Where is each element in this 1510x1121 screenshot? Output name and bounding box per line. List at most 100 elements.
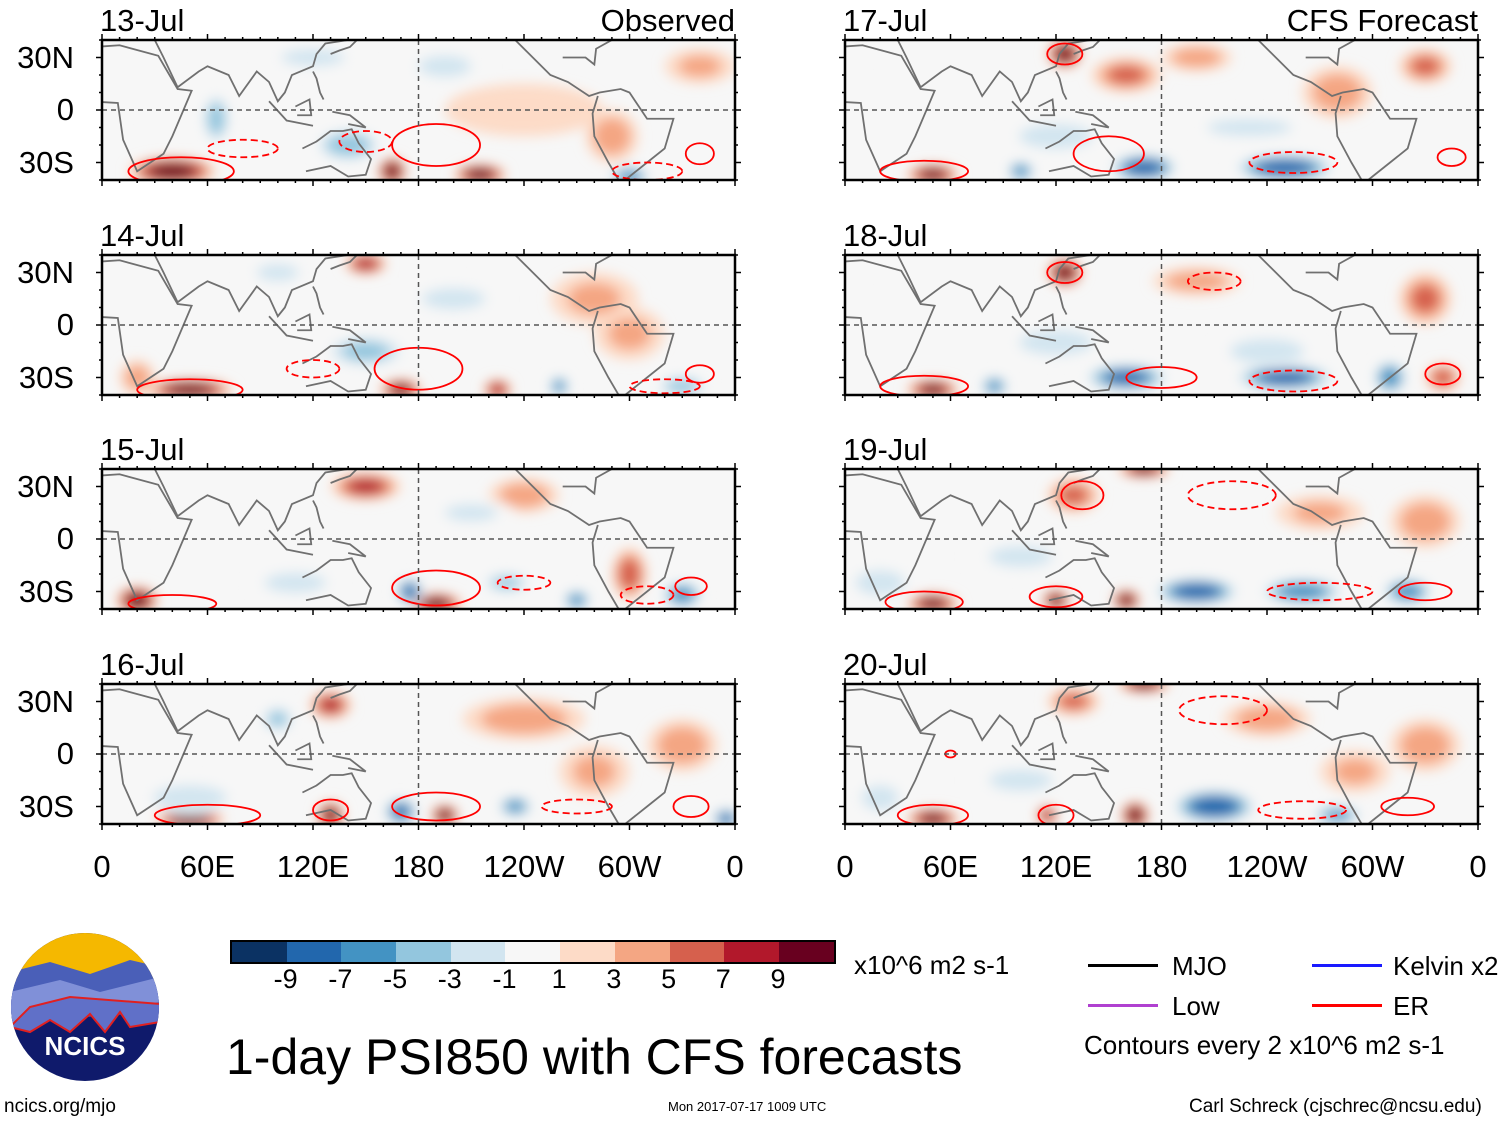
anomaly-shading: [1113, 591, 1139, 609]
panel-date: 15-Jul: [100, 432, 185, 467]
er-contour: [391, 123, 481, 167]
anomaly-shading: [102, 57, 173, 110]
anomaly-shading: [144, 162, 201, 180]
anomaly-shading: [1257, 160, 1313, 176]
anomaly-shading: [712, 808, 735, 824]
coastline: [562, 469, 613, 496]
coastline: [332, 754, 367, 773]
coastline: [153, 469, 349, 532]
anomaly-shading: [1372, 360, 1408, 395]
anomaly-shading: [1238, 155, 1331, 180]
er-contour: [628, 378, 701, 395]
anomaly-shading: [318, 803, 343, 824]
anomaly-shading: [1152, 267, 1241, 296]
colorbar-swatch: [724, 942, 779, 962]
anomaly-shading: [845, 83, 916, 137]
er-contour: [1257, 800, 1348, 820]
anomaly-shading: [1157, 579, 1236, 604]
anomaly-shading: [400, 48, 489, 84]
anomaly-shading: [1277, 583, 1327, 600]
anomaly-shading: [502, 799, 528, 814]
coastline: [514, 469, 675, 609]
anomaly-shading: [432, 806, 458, 824]
er-contour: [391, 791, 481, 822]
anomaly-shading: [1400, 503, 1450, 540]
lat-label: 30N: [17, 683, 74, 719]
er-contour: [312, 798, 350, 822]
lat-label: 0: [56, 307, 74, 342]
anomaly-shading: [917, 383, 949, 395]
coastline: [1038, 98, 1056, 117]
anomaly-shading: [717, 812, 735, 824]
anomaly-shading: [1051, 43, 1079, 65]
anomaly-shading: [347, 255, 384, 273]
anomaly-shading: [422, 288, 486, 310]
coastline: [1305, 684, 1356, 711]
anomaly-shading: [167, 812, 213, 824]
anomaly-shading: [434, 807, 456, 824]
anomaly-shading: [986, 380, 1003, 393]
lon-label: 0: [1469, 849, 1487, 884]
anomaly-shading: [383, 162, 402, 180]
anomaly-shading: [1124, 684, 1164, 691]
anomaly-shading: [920, 169, 946, 180]
er-contour: [684, 142, 715, 166]
coastline: [1257, 469, 1418, 609]
coastline: [845, 259, 936, 388]
units-label: x10^6 m2 s-1: [854, 950, 1010, 980]
anomaly-shading: [1173, 584, 1220, 599]
anomaly-shading: [1380, 367, 1400, 388]
anomaly-shading: [1223, 701, 1311, 737]
anomaly-shading: [1170, 789, 1259, 824]
anomaly-shading: [1043, 591, 1069, 609]
anomaly-shading: [917, 597, 949, 609]
legend-kelvin-line: [1312, 964, 1382, 967]
er-contour: [1046, 42, 1084, 66]
anomaly-shading: [1259, 370, 1310, 385]
anomaly-shading: [1108, 153, 1180, 180]
er-contour: [1178, 695, 1268, 726]
coastline: [1011, 744, 1057, 771]
anomaly-shading: [124, 365, 150, 390]
footer-url: ncics.org/mjo: [4, 1096, 116, 1117]
map-frame: [100, 467, 737, 611]
er-contour: [1125, 366, 1198, 389]
coastline: [330, 255, 358, 270]
coastline: [332, 325, 367, 344]
anomaly-shading: [460, 166, 501, 180]
colorbar-swatch: [505, 942, 561, 962]
anomaly-shading: [453, 164, 507, 180]
anomaly-shading: [611, 547, 648, 601]
anomaly-shading: [618, 558, 641, 590]
coastline: [1045, 772, 1116, 822]
anomaly-shading: [1258, 577, 1347, 606]
legend-mjo-line: [1088, 964, 1158, 967]
anomaly-shading: [920, 384, 946, 395]
map-frame: [100, 682, 737, 826]
lat-label: 30S: [18, 144, 74, 180]
anomaly-shading: [320, 698, 341, 712]
anomaly-shading: [1099, 369, 1153, 386]
anomaly-shading: [1047, 593, 1065, 607]
anomaly-shading: [167, 384, 213, 395]
anomaly-shading: [385, 799, 417, 824]
anomaly-shading: [1112, 589, 1141, 609]
map-frame: [843, 38, 1480, 182]
anomaly-shading: [910, 165, 956, 180]
anomaly-shading: [126, 592, 149, 608]
anomaly-shading: [390, 803, 412, 821]
anomaly-shading: [1207, 119, 1292, 136]
anomaly-shading: [1310, 804, 1364, 824]
anomaly-shading: [1053, 690, 1094, 713]
er-contour: [496, 574, 552, 591]
anomaly-shading: [1053, 45, 1077, 63]
anomaly-shading: [462, 698, 586, 740]
coastline: [1011, 529, 1057, 556]
anomaly-shading: [163, 495, 252, 548]
panel-date: 13-Jul: [100, 3, 185, 38]
lat-label: 30N: [17, 39, 74, 75]
anomaly-shading: [913, 382, 953, 395]
anomaly-shading: [1121, 158, 1167, 177]
lat-label: 30S: [18, 573, 74, 609]
lon-label: 0: [836, 849, 854, 884]
